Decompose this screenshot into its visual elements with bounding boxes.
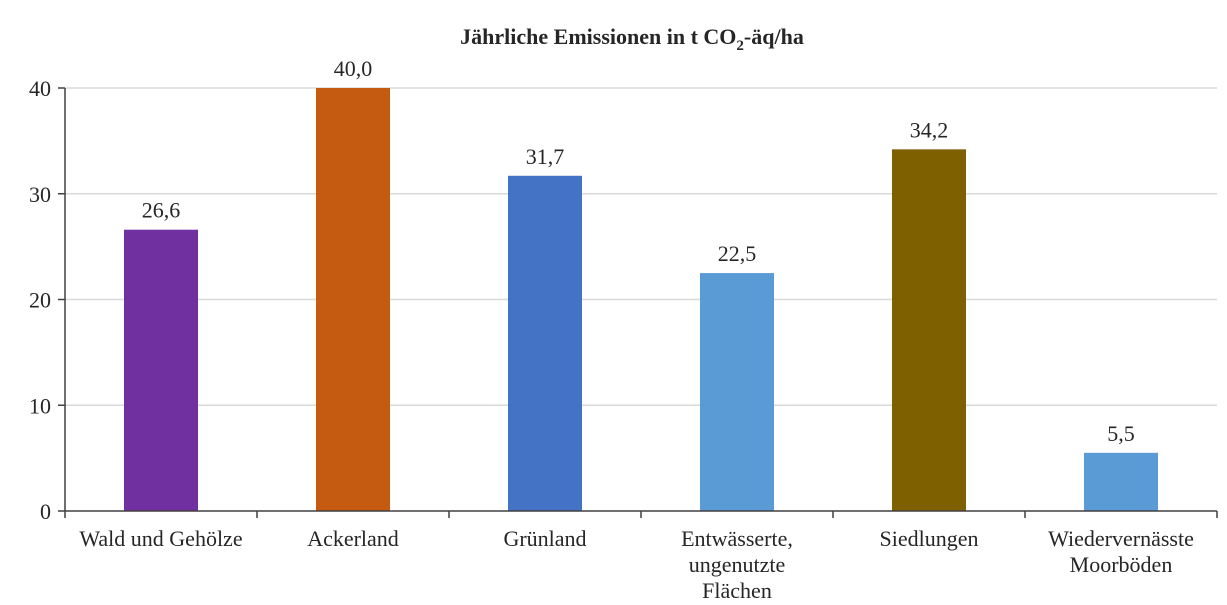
data-label: 22,5 (718, 241, 757, 266)
chart-title-main: Jährliche Emissionen in t CO (460, 24, 736, 49)
bar (508, 175, 582, 511)
bar (1084, 452, 1158, 511)
category-label: Wald und Gehölze (79, 526, 242, 551)
y-tick-label: 40 (29, 76, 51, 101)
data-label: 26,6 (142, 198, 181, 223)
category-label: Ackerland (307, 526, 399, 551)
bar (124, 229, 198, 511)
category-label: Grünland (503, 526, 586, 551)
data-label: 40,0 (334, 56, 373, 81)
axes (64, 88, 1218, 518)
gridlines (65, 87, 1217, 406)
y-tick-label: 0 (40, 499, 51, 524)
chart-title: Jährliche Emissionen in t CO2-äq/ha (460, 24, 804, 54)
bar (892, 149, 966, 511)
data-labels: 26,6 40,0 31,7 22,5 34,2 5,5 (142, 56, 1135, 446)
category-label: Siedlungen (880, 526, 979, 551)
category-label: Wiedervernässte Moorböden (1048, 526, 1194, 577)
data-label: 31,7 (526, 144, 565, 169)
y-axis-ticks: 0 10 20 30 40 (29, 76, 65, 524)
data-label: 5,5 (1107, 421, 1135, 446)
y-tick-label: 20 (29, 288, 51, 313)
chart-title-suffix: -äq/ha (744, 24, 804, 49)
y-tick-label: 10 (29, 393, 51, 418)
data-label: 34,2 (910, 117, 949, 142)
category-label: Entwässerte, ungenutzte Flächen (681, 526, 793, 603)
category-labels: Wald und Gehölze Ackerland Grünland Entwäss… (79, 526, 1193, 603)
bar (700, 273, 774, 511)
bars (124, 88, 1158, 511)
y-tick-label: 30 (29, 182, 51, 207)
chart-title-subscript: 2 (736, 38, 744, 54)
bar (316, 88, 390, 511)
